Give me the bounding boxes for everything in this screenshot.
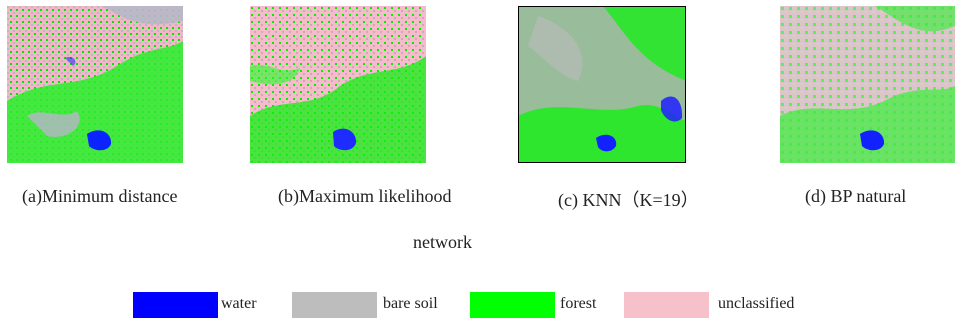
caption-a: (a)Minimum distance	[22, 186, 178, 206]
legend-label-unclassified: unclassified	[718, 295, 795, 312]
caption-d-wrap: network	[413, 232, 472, 252]
classification-map-b	[250, 6, 426, 163]
caption-d: (d) BP natural	[805, 186, 907, 206]
legend-label-water: water	[221, 295, 257, 312]
classification-map-d	[780, 6, 955, 163]
legend-swatch-bare-soil	[292, 292, 377, 318]
classification-map-c	[518, 6, 686, 163]
legend-swatch-forest	[470, 292, 555, 318]
caption-c: (c) KNN（K=19）	[558, 190, 699, 210]
legend-swatch-unclassified	[624, 292, 709, 318]
legend-label-bare-soil: bare soil	[383, 295, 438, 312]
classification-map-a	[7, 6, 183, 163]
legend-swatch-water	[133, 292, 218, 318]
caption-b: (b)Maximum likelihood	[278, 186, 452, 206]
legend-label-forest: forest	[560, 295, 597, 312]
